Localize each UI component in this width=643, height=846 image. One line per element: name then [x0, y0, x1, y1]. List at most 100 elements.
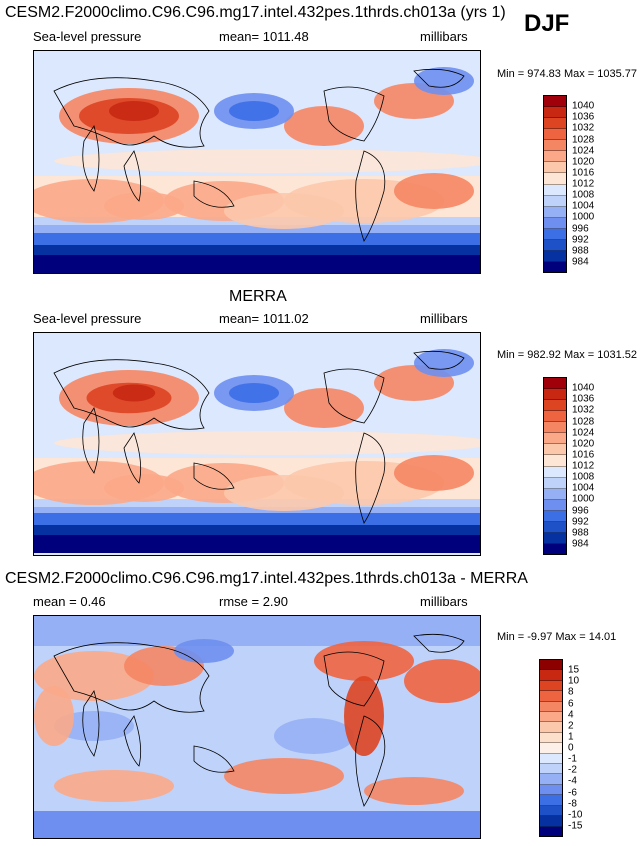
- colorbar-swatch: [540, 764, 562, 775]
- colorbar-tick-label: 1040: [572, 100, 595, 112]
- colorbar-swatch: [544, 510, 566, 522]
- colorbar-swatch: [544, 444, 566, 456]
- colorbar-swatch: [544, 422, 566, 434]
- colorbar-tick-label: 1012: [572, 460, 595, 472]
- colorbar-tick-label: -15: [568, 820, 583, 832]
- colorbar-swatch: [540, 670, 562, 681]
- colorbar-swatch: [544, 411, 566, 423]
- colorbar-swatch: [544, 195, 566, 207]
- panel1-title: CESM2.F2000climo.C96.C96.mg17.intel.432p…: [5, 4, 506, 21]
- season-label: DJF: [524, 10, 570, 37]
- colorbar-swatch: [544, 96, 566, 108]
- panel3-title: CESM2.F2000climo.C96.C96.mg17.intel.432p…: [5, 570, 528, 587]
- colorbar-tick-label: 1004: [572, 482, 595, 494]
- colorbar-swatch: [540, 732, 562, 744]
- colorbar-tick-label: 1000: [572, 211, 595, 223]
- colorbar-tick-label: 1020: [572, 156, 595, 168]
- colorbar-swatch: [544, 521, 566, 533]
- colorbar-tick-label: 1024: [572, 145, 595, 157]
- panel2-title: MERRA: [229, 288, 287, 305]
- colorbar-tick-label: 8: [568, 686, 574, 698]
- colorbar-tick-label: 988: [572, 527, 589, 539]
- colorbar-tick-label: 2: [568, 720, 574, 732]
- colorbar-swatch: [544, 261, 566, 272]
- colorbar-tick-label: 10: [568, 675, 580, 687]
- colorbar-tick-label: 984: [572, 538, 589, 550]
- panel2-map: [33, 332, 481, 556]
- colorbar-swatch: [540, 774, 562, 785]
- colorbar-swatch: [544, 239, 566, 251]
- colorbar-tick-label: 6: [568, 698, 574, 709]
- colorbar-tick-label: 1040: [572, 382, 595, 394]
- colorbar-swatch: [544, 532, 566, 544]
- colorbar-tick-label: 1000: [572, 493, 595, 505]
- colorbar-swatch: [544, 151, 566, 163]
- colorbar-tick-label: 1016: [572, 167, 595, 179]
- colorbar-swatch: [540, 743, 562, 754]
- colorbar-tick-label: 1012: [572, 178, 595, 190]
- colorbar-swatch: [544, 173, 566, 185]
- colorbar-tick-label: 1028: [572, 134, 595, 145]
- panel1-colorbar: [543, 95, 567, 273]
- panel2-variable-label: Sea-level pressure: [33, 311, 142, 326]
- colorbar-swatch: [540, 701, 562, 713]
- colorbar-swatch: [544, 228, 566, 240]
- colorbar-tick-label: 992: [572, 516, 589, 528]
- colorbar-tick-label: 992: [572, 234, 589, 246]
- colorbar-tick-label: 996: [572, 223, 589, 234]
- colorbar-swatch: [544, 488, 566, 500]
- panel1-mean-label: mean= 1011.48: [219, 29, 309, 44]
- colorbar-tick-label: 1016: [572, 449, 595, 461]
- colorbar-tick-label: -6: [568, 787, 577, 798]
- colorbar-tick-label: -8: [568, 798, 577, 810]
- colorbar-tick-label: -4: [568, 775, 577, 787]
- colorbar-tick-label: 1008: [572, 471, 595, 483]
- panel3-mean-label: mean = 0.46: [33, 594, 106, 609]
- colorbar-swatch: [540, 805, 562, 817]
- panel2-units-label: millibars: [420, 311, 468, 326]
- panel3-map: [33, 615, 481, 839]
- panel2-colorbar: [543, 377, 567, 555]
- colorbar-tick-label: 4: [568, 709, 574, 721]
- colorbar-tick-label: 1032: [572, 122, 595, 134]
- colorbar-tick-label: 984: [572, 256, 589, 268]
- colorbar-swatch: [544, 389, 566, 401]
- colorbar-swatch: [544, 477, 566, 489]
- colorbar-swatch: [540, 795, 562, 806]
- colorbar-tick-label: 1024: [572, 427, 595, 439]
- panel3-rmse-label: rmse = 2.90: [219, 594, 289, 609]
- colorbar-tick-label: 1036: [572, 111, 595, 123]
- colorbar-swatch: [540, 826, 562, 836]
- colorbar-swatch: [544, 162, 566, 174]
- colorbar-tick-label: 1004: [572, 200, 595, 212]
- colorbar-swatch: [544, 433, 566, 445]
- colorbar-swatch: [544, 107, 566, 119]
- colorbar-swatch: [540, 784, 562, 796]
- colorbar-swatch: [544, 499, 566, 511]
- colorbar-swatch: [540, 660, 562, 671]
- colorbar-swatch: [544, 140, 566, 152]
- panel1-variable-label: Sea-level pressure: [33, 29, 142, 44]
- colorbar-tick-label: 0: [568, 742, 574, 754]
- colorbar-swatch: [544, 466, 566, 478]
- panel3-colorbar: [539, 659, 563, 837]
- panel3-minmax: Min = -9.97 Max = 14.01: [497, 631, 617, 643]
- colorbar-swatch: [544, 400, 566, 412]
- colorbar-tick-label: 15: [568, 664, 580, 676]
- colorbar-tick-label: 1028: [572, 416, 595, 427]
- panel1-map: [33, 50, 481, 274]
- colorbar-swatch: [544, 455, 566, 467]
- colorbar-tick-label: 1: [568, 731, 574, 743]
- colorbar-tick-label: 996: [572, 505, 589, 516]
- colorbar-swatch: [544, 250, 566, 262]
- colorbar-tick-label: -1: [568, 753, 577, 765]
- colorbar-swatch: [544, 543, 566, 554]
- colorbar-swatch: [544, 184, 566, 196]
- colorbar-swatch: [544, 217, 566, 229]
- colorbar-tick-label: -2: [568, 764, 577, 776]
- colorbar-swatch: [540, 680, 562, 692]
- colorbar-swatch: [540, 753, 562, 765]
- panel1-units-label: millibars: [420, 29, 468, 44]
- panel1-minmax: Min = 974.83 Max = 1035.77: [497, 68, 638, 80]
- colorbar-swatch: [544, 378, 566, 390]
